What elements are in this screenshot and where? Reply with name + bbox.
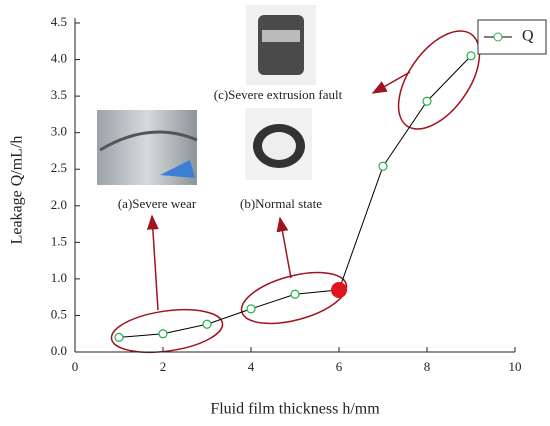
point [114,332,124,342]
point [422,96,432,106]
y-tick-label: 3.0 [51,124,67,139]
point [158,329,168,339]
x-tick-label: 2 [160,359,167,374]
y-tick-label: 4.5 [51,14,67,29]
y-tick-label: 0.5 [51,306,67,321]
annotation: (a)Severe wear [118,196,197,211]
photo-b [245,108,312,180]
point [246,304,256,314]
y-tick-label: 1.0 [51,270,67,285]
highlight-point [331,282,347,298]
y-axis-label: Leakage Q/mL/h [9,136,26,245]
x-tick-label: 0 [72,359,79,374]
x-tick-label: 10 [509,359,522,374]
point [290,289,300,299]
point [202,319,212,329]
annotation: (c)Severe extrusion fault [214,87,343,102]
y-tick-label: 0.0 [51,343,67,358]
x-axis-label: Fluid film thickness h/mm [210,401,380,418]
point [378,161,388,171]
y-tick-label: 4.0 [51,51,67,66]
x-tick-label: 6 [336,359,343,374]
point [466,51,476,61]
y-tick-label: 2.5 [51,160,67,175]
photo-a [97,110,198,185]
annotation: (b)Normal state [240,196,322,211]
x-tick-label: 8 [424,359,431,374]
legend-label: Q [522,28,534,45]
y-tick-label: 3.5 [51,87,67,102]
legend-marker [493,32,503,42]
x-tick-label: 4 [248,359,255,374]
photo-c [246,5,316,85]
y-tick-label: 1.5 [51,233,67,248]
annotation-shapes [110,30,481,354]
y-tick-label: 2.0 [51,197,67,212]
